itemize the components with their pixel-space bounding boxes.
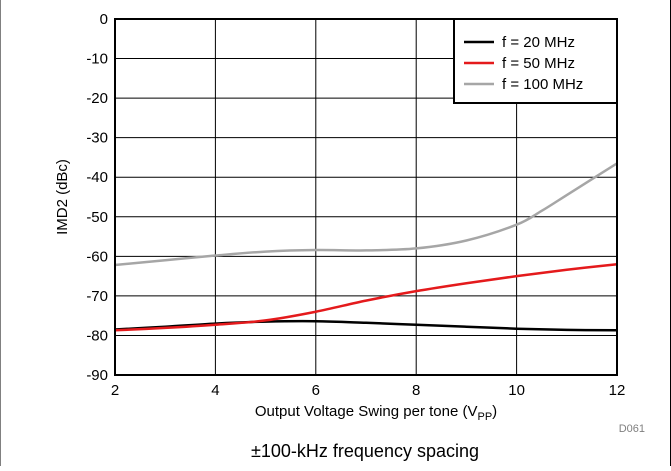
tick-labels: 2 4 6 8 10 12 0 -10 -20 -30 -40 -50 -60 -70 -80 -90 (86, 11, 625, 399)
legend-label-1: f = 50 MHz (502, 55, 575, 72)
legend-label-2: f = 100 MHz (502, 76, 583, 93)
legend: f = 20 MHz f = 50 MHz f = 100 MHz (453, 18, 618, 104)
x-tick-label-1: 4 (211, 382, 219, 399)
x-tick-label-3: 8 (412, 382, 420, 399)
y-tick-label-1: -10 (86, 51, 108, 68)
y-tick-label-0: 0 (100, 11, 108, 28)
plot-border (114, 18, 618, 376)
y-tick-label-2: -20 (86, 90, 108, 107)
y-tick-label-9: -90 (86, 367, 108, 384)
caption: ±100-kHz frequency spacing (251, 441, 479, 461)
figure-id: D061 (619, 423, 645, 435)
legend-label-0: f = 20 MHz (502, 34, 575, 51)
x-axis-label: Output Voltage Swing per tone (VPP) (255, 403, 497, 423)
y-tick-label-7: -70 (86, 288, 108, 305)
series-lines (114, 162, 618, 332)
y-tick-label-5: -50 (86, 209, 108, 226)
y-tick-label-6: -60 (86, 248, 108, 265)
y-tick-label-8: -80 (86, 327, 108, 344)
series-line-2 (114, 162, 618, 267)
x-tick-label-0: 2 (111, 382, 119, 399)
x-axis-label-end: ) (492, 403, 497, 420)
y-tick-label-4: -40 (86, 169, 108, 186)
x-axis-label-subscript: PP (477, 411, 492, 423)
legend-box (453, 18, 618, 104)
x-tick-label-4: 10 (508, 382, 525, 399)
series-line-0 (114, 319, 618, 332)
y-tick-label-3: -30 (86, 130, 108, 147)
x-axis-label-main: Output Voltage Swing per tone (V (255, 403, 478, 420)
x-tick-label-2: 6 (312, 382, 320, 399)
y-axis-label: IMD2 (dBc) (54, 159, 71, 235)
series-line-1 (114, 263, 618, 332)
x-tick-label-5: 12 (609, 382, 626, 399)
